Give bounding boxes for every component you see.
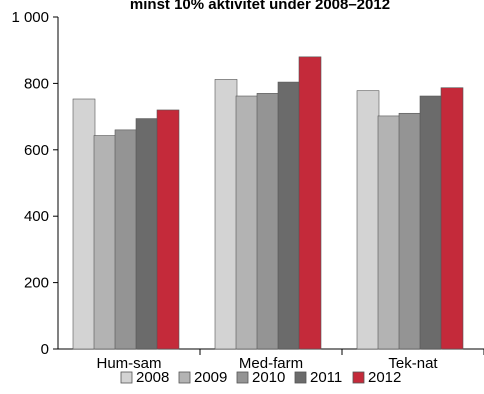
bars [72,56,464,350]
y-tick-label: 400 [24,208,49,225]
legend: 2008 2009 2010 2011 2012 [120,369,401,386]
bar-hum-sam-2012 [156,109,180,350]
legend-swatch-2011 [294,371,307,384]
legend-swatch-2010 [236,371,249,384]
bar-hum-sam-2011 [135,118,159,350]
legend-label-2012: 2012 [368,369,401,386]
bar-med-farm-2009 [235,95,259,350]
x-axis: Hum-sam Med-farm Tek-nat [58,348,484,372]
legend-swatch-2012 [352,371,365,384]
legend-swatch-2009 [178,371,191,384]
y-tick-label: 0 [41,341,49,358]
bar-med-farm-2010 [256,93,280,350]
bar-hum-sam-2010 [114,129,138,350]
bar-hum-sam-2009 [93,135,117,350]
y-tick-label: 800 [24,75,49,92]
chart-title: minst 10% aktivitet under 2008–2012 [130,0,390,13]
x-category-label: Hum-sam [96,355,161,372]
legend-label-2010: 2010 [252,369,285,386]
bar-tek-nat-2012 [440,87,464,350]
bar-med-farm-2008 [214,79,238,350]
bar-tek-nat-2011 [419,95,443,350]
legend-label-2009: 2009 [194,369,227,386]
bar-tek-nat-2009 [377,115,401,350]
bar-med-farm-2012 [298,56,322,350]
bar-med-farm-2011 [277,81,301,350]
y-tick-label: 1 000 [11,9,49,26]
legend-label-2011: 2011 [310,369,342,386]
y-tick-label: 200 [24,275,49,292]
x-category-label: Tek-nat [388,355,438,372]
bar-tek-nat-2008 [356,90,380,350]
legend-label-2008: 2008 [136,369,169,386]
bar-tek-nat-2010 [398,112,422,350]
x-category-label: Med-farm [239,355,303,372]
y-axis: 0 200 400 600 800 1 000 [11,9,59,358]
y-tick-label: 600 [24,142,49,159]
legend-swatch-2008 [120,371,133,384]
bar-hum-sam-2008 [72,98,96,350]
